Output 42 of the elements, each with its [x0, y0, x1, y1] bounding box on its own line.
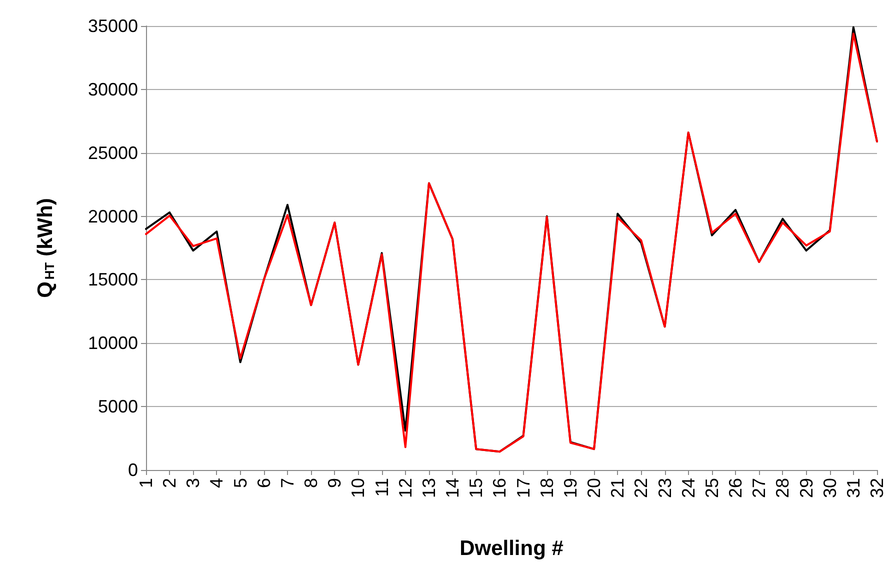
x-tick-label: 21	[608, 478, 628, 498]
y-tick-label: 0	[128, 460, 138, 480]
x-tick-label: 29	[796, 478, 816, 498]
x-tick-label: 1	[136, 478, 156, 488]
x-tick-label: 9	[324, 478, 345, 488]
x-tick-label: 2	[160, 478, 180, 488]
y-tick-label: 5000	[98, 396, 138, 417]
y-tick-label: 20000	[88, 206, 138, 226]
x-tick-label: 5	[230, 478, 250, 488]
y-tick-label: 25000	[88, 142, 138, 163]
x-tick-label: 22	[631, 478, 652, 498]
x-tick-label: 32	[867, 478, 887, 498]
y-tick-label: 35000	[88, 16, 138, 36]
x-tick-label: 11	[372, 478, 392, 497]
x-tick-label: 25	[702, 478, 722, 498]
x-tick-label: 28	[772, 478, 793, 498]
x-tick-label: 15	[466, 478, 486, 498]
x-tick-label: 8	[301, 478, 322, 488]
x-tick-label: 10	[348, 478, 368, 498]
x-tick-label: 16	[490, 478, 510, 498]
x-tick-label: 18	[536, 478, 557, 498]
x-tick-label: 27	[749, 478, 770, 498]
x-tick-label: 20	[584, 478, 604, 498]
x-tick-label: 31	[843, 478, 864, 498]
x-tick-label: 26	[726, 478, 746, 498]
y-tick-label: 10000	[88, 333, 138, 354]
y-tick-label: 30000	[88, 79, 138, 100]
y-axis-title: QHT (kWh)	[34, 198, 57, 298]
y-tick-label: 15000	[88, 270, 138, 290]
x-tick-label: 13	[418, 478, 439, 498]
x-tick-label: 19	[560, 478, 580, 498]
x-tick-label: 12	[395, 478, 416, 498]
x-tick-label: 23	[654, 478, 675, 498]
x-tick-label: 24	[678, 478, 698, 498]
x-tick-label: 3	[183, 478, 204, 488]
x-tick-label: 17	[513, 478, 534, 498]
x-tick-label: 7	[277, 478, 298, 488]
x-tick-label: 14	[442, 478, 463, 498]
x-axis-title: Dwelling #	[460, 537, 564, 560]
x-tick-label: 30	[820, 478, 840, 498]
x-tick-label: 4	[206, 478, 227, 488]
x-tick-label: 6	[254, 478, 274, 488]
